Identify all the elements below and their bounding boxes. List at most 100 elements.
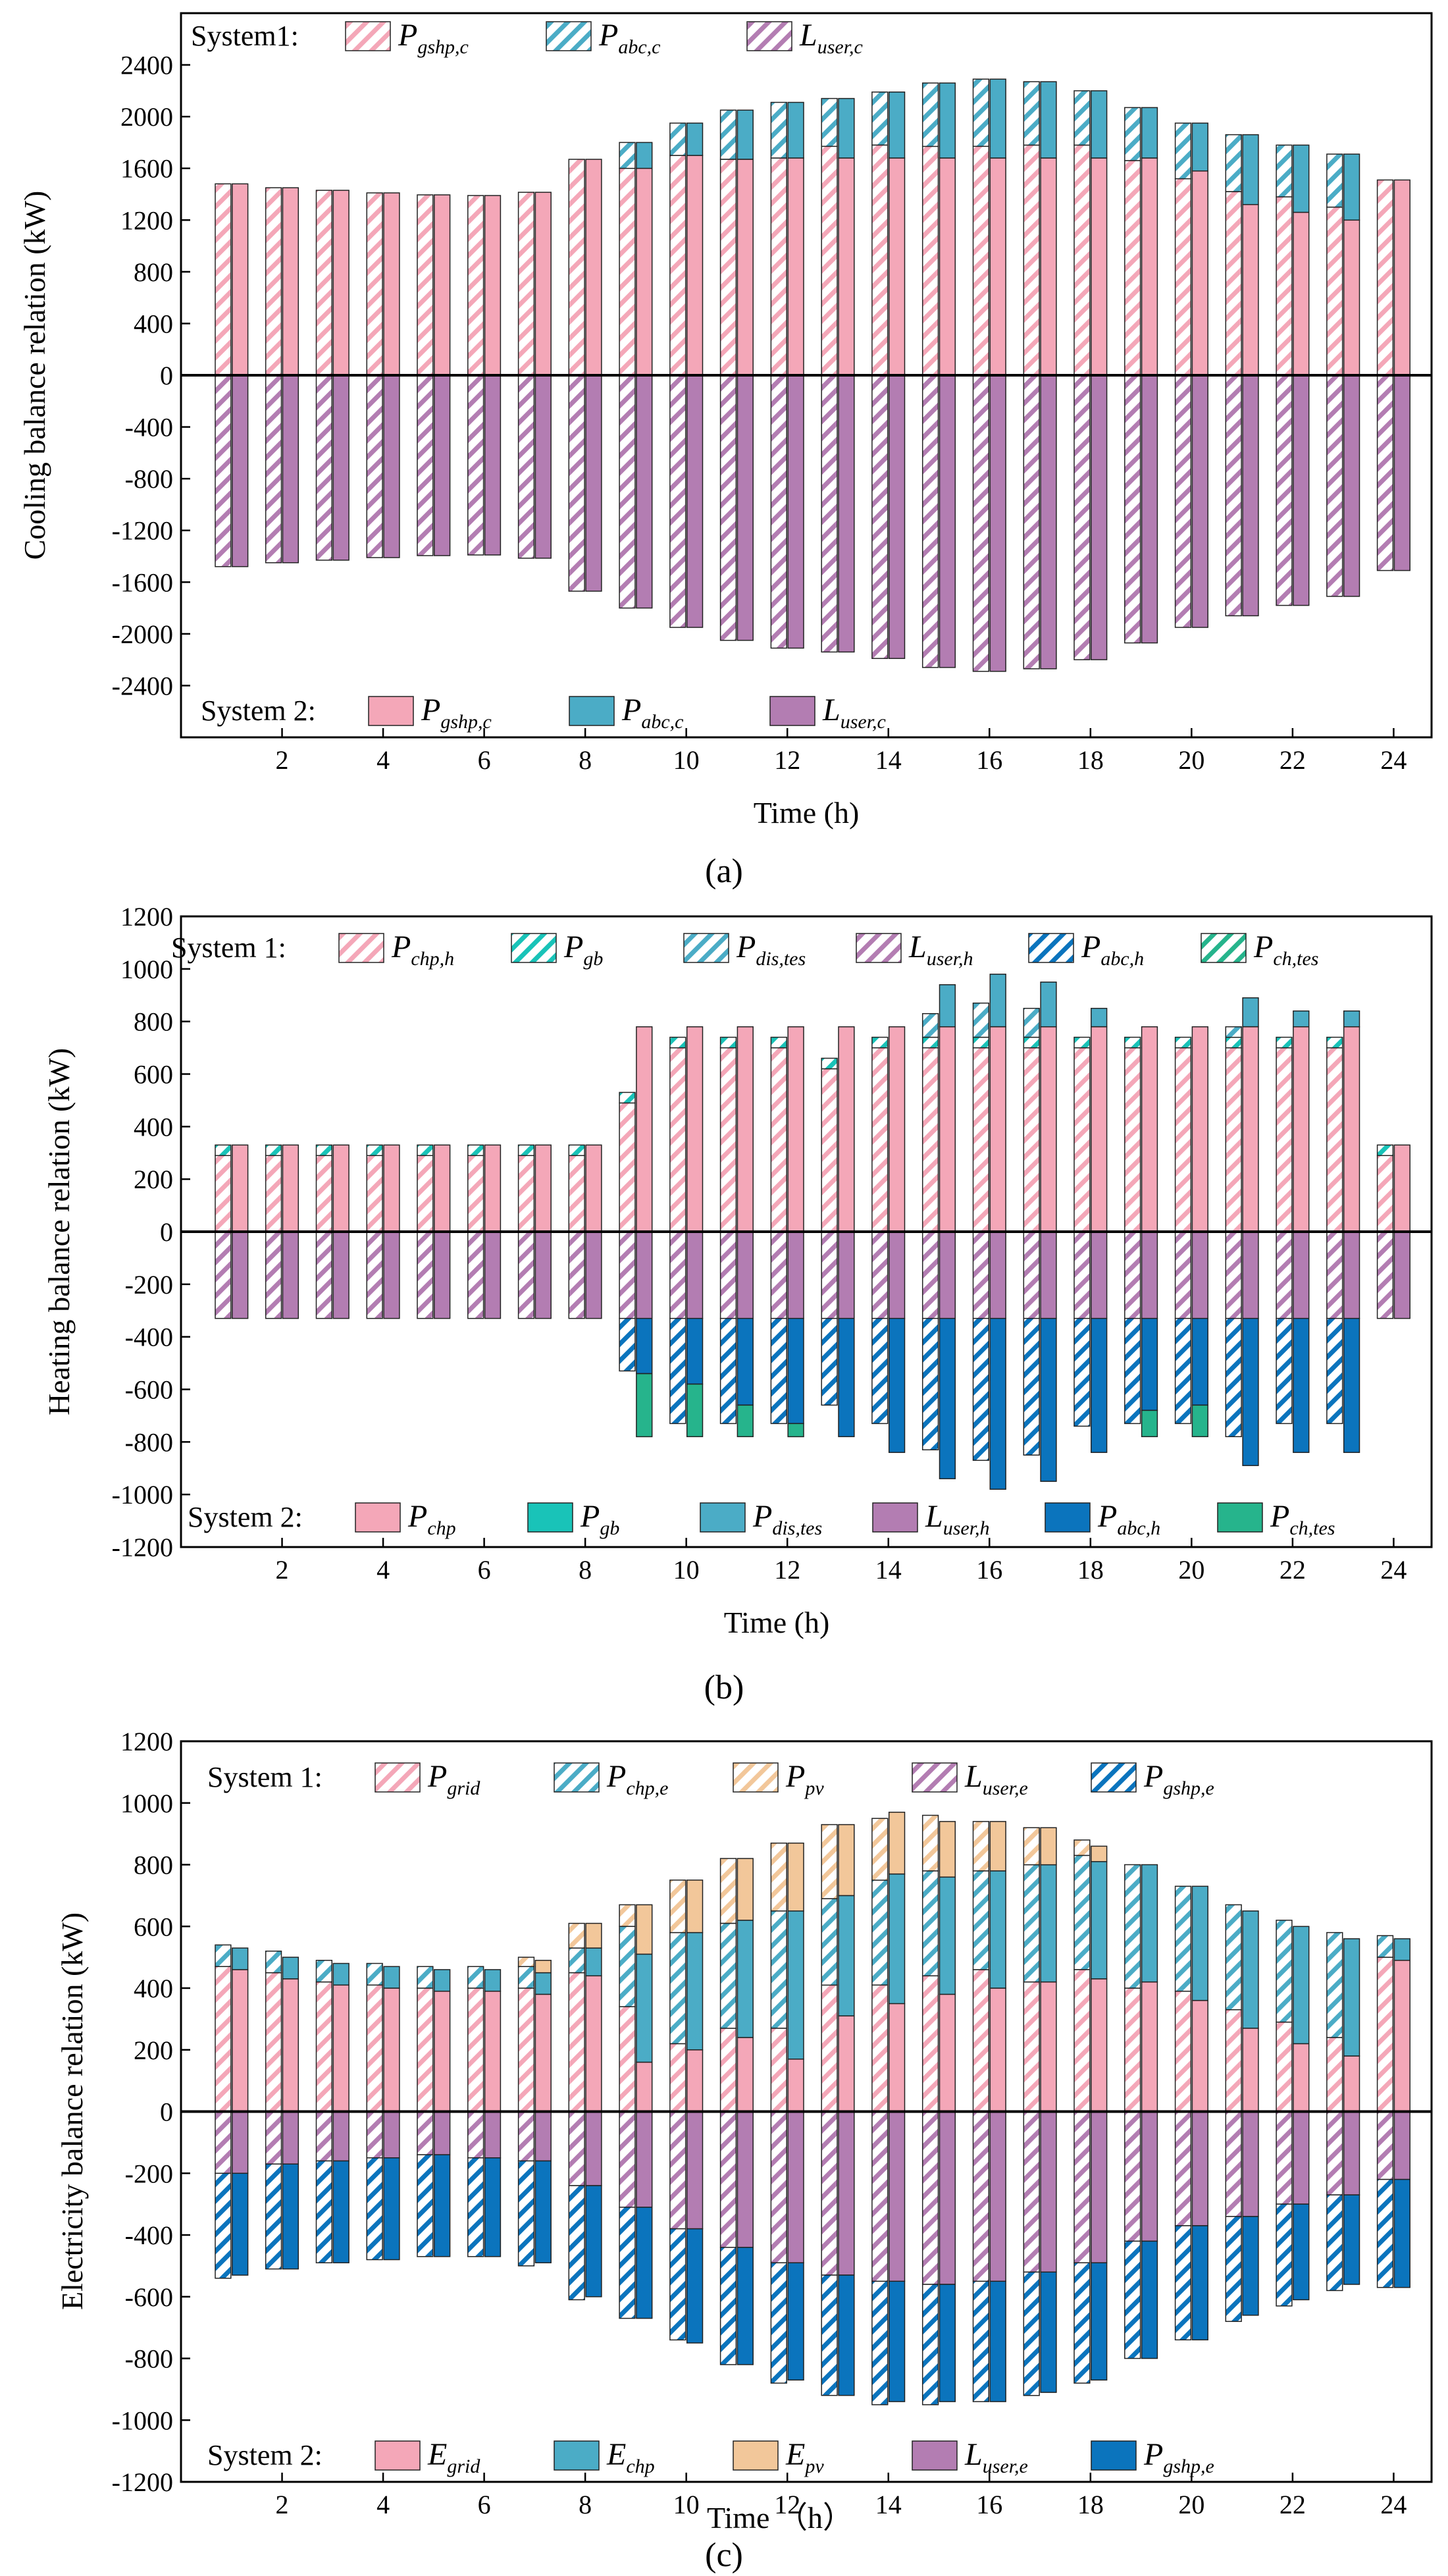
x-tick-label: 6: [478, 1555, 491, 1585]
bar-system1-P_abc,c-h16: [972, 78, 990, 147]
bar-system2-P_chp-h20: [1191, 1026, 1208, 1232]
legend-entry-label: Epv: [785, 2437, 824, 2477]
x-tick-label: 16: [976, 745, 1002, 775]
bar-system2-E_grid-h24: [1393, 1960, 1410, 2113]
x-axis-title: Time （h）: [707, 2501, 853, 2535]
bar-system1-L_user,c-h1: [215, 375, 232, 567]
bar-system2-P_abc,h-h18: [1091, 1317, 1108, 1454]
bar-system2-L_user,e-h6: [484, 2111, 502, 2159]
y-tick-label: 1200: [120, 1727, 173, 1756]
bar-system2-L_user,e-h22: [1293, 2111, 1310, 2205]
x-tick-label: 12: [774, 1555, 800, 1585]
bar-system2-P_abc,h-h23: [1343, 1317, 1360, 1454]
bar-system2-P_gshp,c-h10: [686, 155, 704, 376]
legend-entry-label: Pgb: [580, 1499, 619, 1539]
bar-system1-P_abc,c-h11: [719, 109, 737, 160]
legend-swatch: [368, 696, 414, 726]
bar-system1-P_gshp,e-h1: [215, 2172, 232, 2279]
bar-system2-P_gshp,c-h15: [939, 157, 956, 376]
bar-system1-L_user,c-h10: [669, 375, 686, 628]
bar-system2-P_ch,tes-h20: [1191, 1404, 1208, 1438]
bar-system1-L_user,c-h18: [1073, 375, 1091, 660]
bar-system1-P_gshp,e-h13: [821, 2274, 838, 2396]
bar-system1-L_user,e-h20: [1174, 2111, 1192, 2226]
bar-system1-L_user,c-h12: [770, 375, 787, 649]
bar-system1-P_chp,h-h6: [467, 1155, 484, 1232]
bar-system1-P_grid-h8: [568, 1972, 585, 2113]
bar-system1-P_chp,h-h3: [315, 1155, 333, 1232]
bar-system1-P_gb-h8: [568, 1144, 585, 1157]
bar-system1-L_user,c-h9: [619, 375, 636, 609]
bar-system2-P_gshp,e-h24: [1393, 2178, 1410, 2288]
x-tick-label: 16: [976, 2490, 1002, 2519]
bar-system1-L_user,e-h4: [366, 2111, 383, 2159]
bar-system2-P_gshp,e-h21: [1242, 2216, 1259, 2316]
bar-system2-P_gshp,e-h8: [585, 2185, 602, 2298]
bar-system1-P_gshp,e-h19: [1124, 2240, 1141, 2359]
bar-system1-P_gshp,e-h6: [467, 2157, 484, 2257]
bar-system2-L_user,h-h4: [383, 1231, 400, 1319]
bar-system2-E_grid-h19: [1141, 1981, 1158, 2113]
bar-system2-P_gshp,c-h11: [737, 159, 754, 376]
bar-system1-P_grid-h12: [770, 2028, 787, 2113]
bar-system1-L_user,c-h5: [417, 375, 434, 556]
bar-system1-P_abc,c-h10: [669, 122, 686, 156]
bar-system1-P_pv-h16: [972, 1821, 990, 1872]
bar-system2-P_gshp,c-h5: [434, 194, 451, 376]
bar-system2-P_chp-h3: [332, 1144, 349, 1232]
bar-system1-P_gb-h23: [1326, 1036, 1343, 1049]
bar-system2-P_chp-h23: [1343, 1026, 1360, 1232]
bar-system1-P_gshp,c-h20: [1174, 178, 1192, 376]
bar-system1-P_chp,e-h6: [467, 1966, 484, 1989]
bar-system2-L_user,h-h10: [686, 1231, 704, 1319]
legend-swatch: [856, 933, 902, 963]
bar-system2-P_abc,c-h19: [1141, 107, 1158, 159]
legend-entry-label: Pchp,e: [606, 1759, 668, 1799]
bar-system1-P_gshp,e-h23: [1326, 2194, 1343, 2292]
bar-system2-P_abc,h-h21: [1242, 1317, 1259, 1466]
bar-system1-P_chp,h-h18: [1073, 1047, 1091, 1232]
bar-system1-P_dis,tes-h21: [1225, 1026, 1242, 1038]
bar-system1-P_gshp,c-h5: [417, 194, 434, 376]
bar-system2-E_grid-h12: [787, 2059, 804, 2113]
bar-system1-P_chp,h-h4: [366, 1155, 383, 1232]
bar-system2-L_user,e-h2: [282, 2111, 299, 2165]
bar-system1-P_pv-h14: [871, 1818, 889, 1881]
bar-system2-P_gshp,c-h9: [636, 167, 653, 376]
bar-system1-L_user,e-h21: [1225, 2111, 1242, 2217]
bar-system1-P_gshp,c-h21: [1225, 191, 1242, 376]
bar-system1-L_user,e-h3: [315, 2111, 333, 2162]
bar-system2-P_chp-h7: [534, 1144, 552, 1232]
x-tick-label: 16: [976, 1555, 1002, 1585]
bar-system1-P_gshp,c-h24: [1376, 179, 1394, 376]
bar-system2-L_user,h-h23: [1343, 1231, 1360, 1319]
bar-system1-P_grid-h13: [821, 1984, 838, 2113]
bar-system1-P_gb-h24: [1376, 1144, 1394, 1157]
bar-system1-P_gshp,e-h4: [366, 2157, 383, 2261]
bar-system2-P_gshp,e-h13: [838, 2274, 855, 2396]
bar-system2-E_grid-h2: [282, 1978, 299, 2113]
bar-system1-P_abc,h-h15: [921, 1317, 939, 1451]
bar-system2-E_grid-h15: [939, 1993, 956, 2113]
bar-system2-P_chp-h4: [383, 1144, 400, 1232]
bar-system2-P_gshp,c-h1: [232, 183, 249, 376]
bar-system2-L_user,c-h23: [1343, 375, 1360, 597]
x-tick-label: 20: [1178, 745, 1204, 775]
bar-system1-L_user,h-h5: [417, 1231, 434, 1319]
x-tick-label: 18: [1077, 745, 1104, 775]
bar-system1-L_user,e-h24: [1376, 2111, 1394, 2180]
bar-system2-P_chp-h6: [484, 1144, 502, 1232]
bar-system1-L_user,e-h10: [669, 2111, 686, 2230]
legend-entry-label: Pgshp,c: [421, 693, 492, 733]
x-tick-label: 10: [673, 745, 700, 775]
legend-swatch: [1217, 1502, 1263, 1533]
legend-swatch: [355, 1502, 401, 1533]
bar-system2-P_abc,h-h20: [1191, 1317, 1208, 1406]
bar-system2-L_user,c-h3: [332, 375, 349, 561]
legend-entry-label: Luser,e: [964, 2437, 1028, 2477]
bar-system2-L_user,c-h6: [484, 375, 502, 556]
legend-title: System 1:: [171, 932, 286, 964]
bar-system2-P_gshp,e-h23: [1343, 2194, 1360, 2285]
x-tick-label: 18: [1077, 1555, 1104, 1585]
bar-system2-P_gshp,e-h2: [282, 2163, 299, 2270]
